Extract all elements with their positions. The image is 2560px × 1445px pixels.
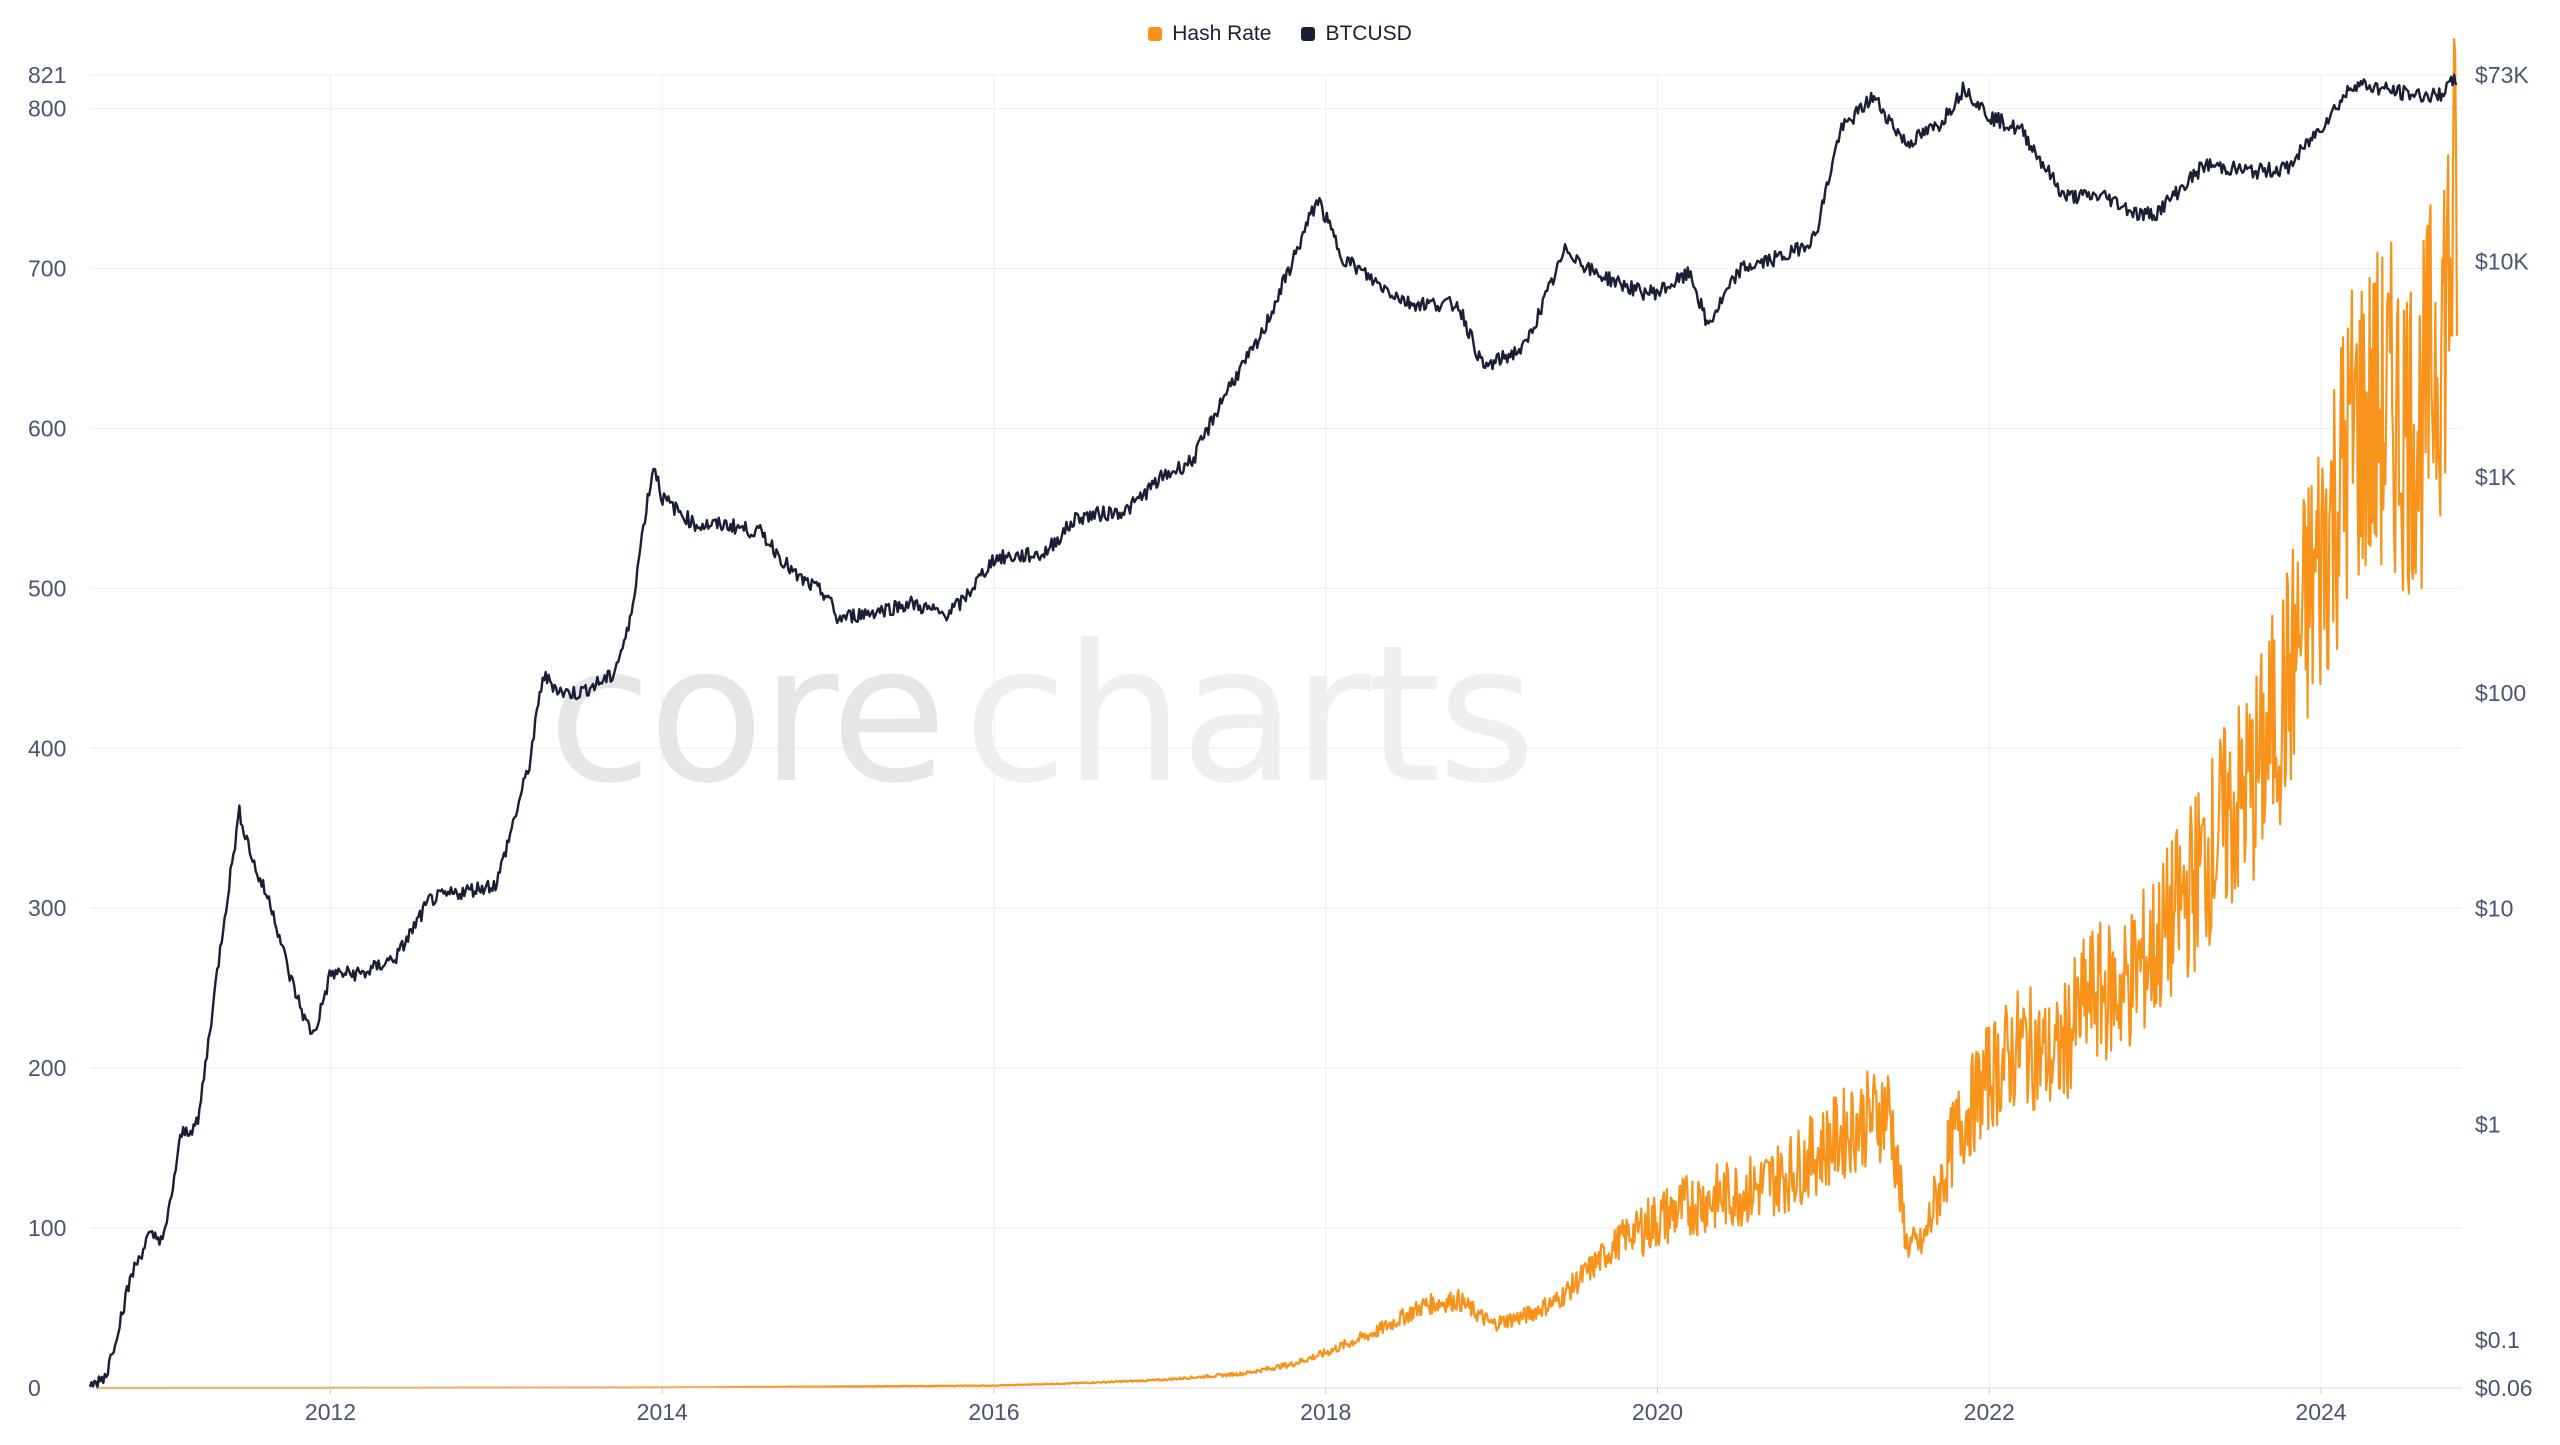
x-tick-label: 2012 [305, 1399, 356, 1425]
x-tick-label: 2024 [2295, 1399, 2346, 1425]
right-tick-label: $10K [2475, 248, 2529, 274]
legend: Hash Rate BTCUSD [0, 22, 2560, 46]
left-tick-label: 0 [28, 1375, 41, 1401]
watermark-part-core: core [548, 604, 944, 825]
left-tick-label: 500 [28, 575, 66, 601]
legend-label-btcusd: BTCUSD [1325, 22, 1412, 45]
grid-lines [90, 74, 2462, 1389]
right-tick-label: $100 [2475, 680, 2526, 706]
right-tick-label: $10 [2475, 896, 2513, 922]
right-axis: $0.06 $0.1 $1 $10 $100 $1K $10K $73K [2475, 62, 2533, 1401]
right-tick-label: $73K [2475, 62, 2529, 88]
right-tick-label: $0.06 [2475, 1375, 2533, 1401]
left-tick-label: 400 [28, 735, 66, 761]
legend-item-hash-rate[interactable]: Hash Rate [1148, 22, 1271, 46]
x-tick-label: 2014 [637, 1399, 688, 1425]
series-line-btcusd [88, 73, 2458, 1390]
right-tick-label: $1K [2475, 464, 2517, 490]
left-tick-label: 800 [28, 96, 66, 122]
left-tick-label: 100 [28, 1215, 66, 1241]
left-tick-label: 200 [28, 1055, 66, 1081]
x-tick-label: 2020 [1632, 1399, 1683, 1425]
watermark: core charts [548, 604, 1532, 825]
right-tick-label: $0.1 [2475, 1327, 2520, 1353]
hash-rate-swatch-icon [1148, 27, 1163, 41]
left-axis: 0 100 200 300 400 500 600 700 800 821 [28, 62, 66, 1401]
x-tick-label: 2018 [1300, 1399, 1351, 1425]
left-tick-label: 300 [28, 895, 66, 921]
btcusd-swatch-icon [1301, 27, 1316, 41]
watermark-part-charts: charts [963, 604, 1532, 825]
x-axis: 2012 2014 2016 2018 2020 2022 2024 [90, 1387, 2462, 1425]
legend-label-hash-rate: Hash Rate [1172, 22, 1272, 45]
left-tick-label: 821 [28, 62, 66, 88]
x-tick-label: 2022 [1964, 1399, 2015, 1425]
x-tick-label: 2016 [968, 1399, 1019, 1425]
left-tick-label: 600 [28, 415, 66, 441]
legend-item-btcusd[interactable]: BTCUSD [1301, 22, 1412, 46]
left-tick-label: 700 [28, 256, 66, 282]
right-tick-label: $1 [2475, 1111, 2501, 1137]
